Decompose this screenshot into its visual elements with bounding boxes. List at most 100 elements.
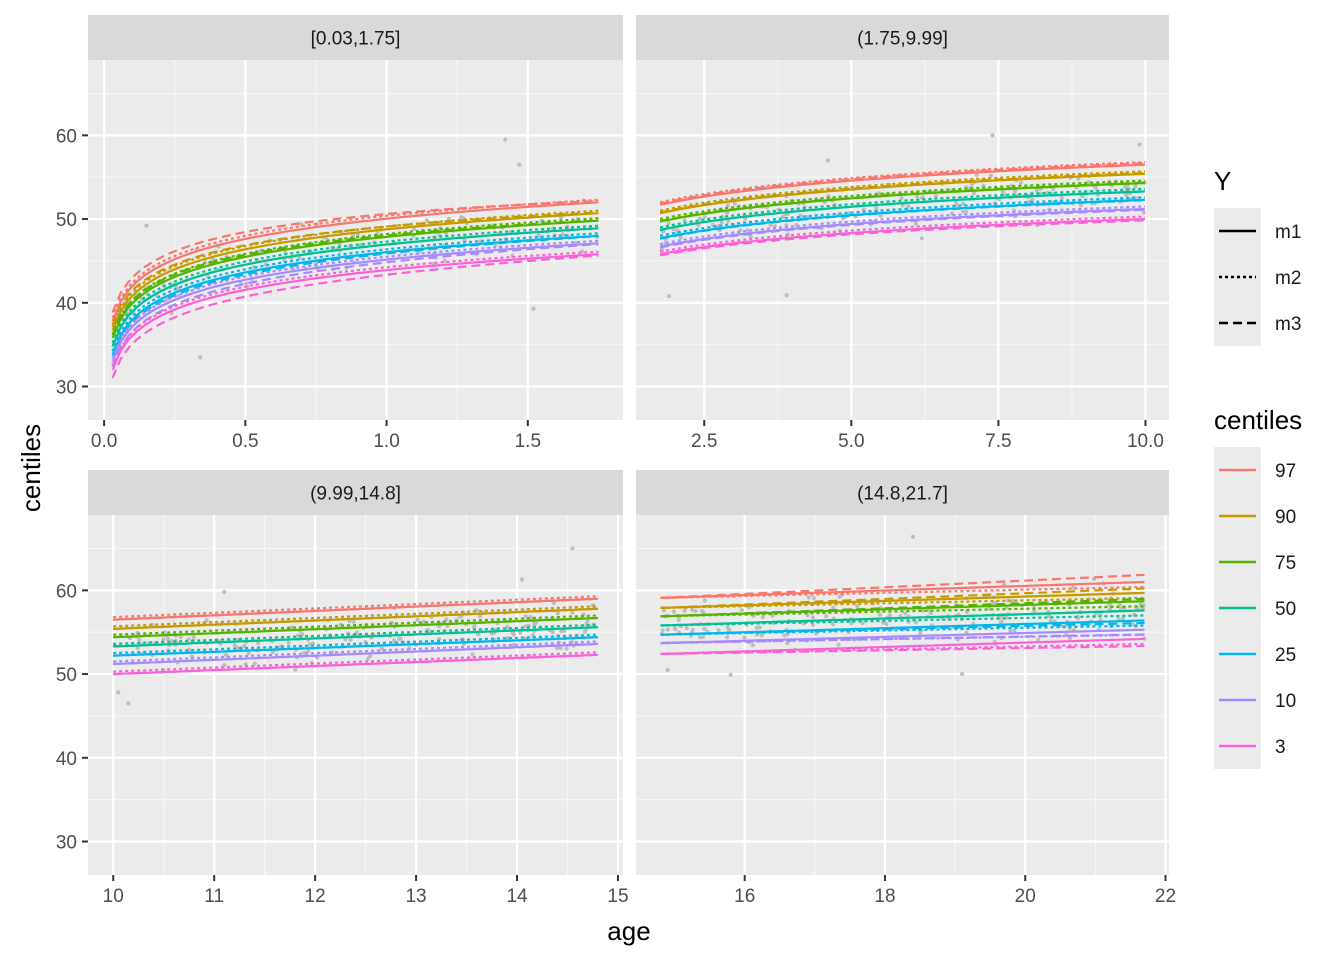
colour-legend-label: 90: [1275, 507, 1296, 528]
data-point: [760, 614, 765, 620]
data-point: [161, 637, 166, 642]
colour-legend-title: centiles: [1214, 405, 1302, 435]
y-tick-label: 50: [56, 210, 77, 231]
data-point: [232, 642, 237, 648]
data-point: [222, 589, 227, 595]
centile-line-3-m2: [113, 651, 598, 673]
centile-line-90-m3: [659, 171, 1145, 214]
colour-legend-label: 97: [1275, 461, 1296, 482]
data-point: [665, 667, 670, 672]
centile-line-3-m3: [111, 254, 599, 379]
centile-line-75-m2: [111, 217, 599, 336]
data-point: [1047, 614, 1052, 619]
x-tick-label: 10: [103, 886, 124, 907]
data-point: [702, 214, 707, 219]
data-point: [961, 209, 966, 214]
data-point: [493, 242, 498, 247]
centile-line-25-m3: [660, 621, 1145, 636]
data-point: [295, 633, 300, 638]
centile-line-90-m1: [111, 212, 599, 331]
x-tick-label: 1.5: [515, 431, 541, 452]
data-point: [137, 637, 142, 642]
data-point: [1008, 628, 1013, 633]
x-tick-label: 12: [305, 886, 326, 907]
data-point: [570, 546, 575, 551]
y-tick-label: 50: [56, 665, 77, 686]
data-point: [1116, 616, 1121, 622]
centile-line-75-m3: [113, 616, 598, 639]
data-point: [300, 632, 305, 637]
data-point: [665, 627, 670, 632]
data-point: [698, 635, 703, 640]
data-point: [126, 701, 131, 706]
data-point: [517, 162, 522, 167]
facet-strip: [636, 15, 1169, 60]
data-point: [920, 608, 925, 613]
data-point: [470, 652, 475, 657]
data-point: [555, 611, 561, 616]
data-point: [391, 638, 396, 643]
facet-strip: [636, 470, 1169, 515]
data-point: [1078, 203, 1083, 208]
data-point: [855, 604, 860, 609]
data-point: [564, 646, 569, 651]
colour-legend-label: 75: [1275, 553, 1296, 574]
data-point: [1036, 637, 1041, 642]
centile-line-10-m3: [659, 208, 1145, 249]
data-point: [550, 630, 555, 635]
data-point: [728, 672, 733, 678]
centile-line-10-m3: [660, 633, 1145, 645]
data-point: [745, 228, 750, 233]
x-tick-label: 20: [1015, 886, 1036, 907]
data-point: [960, 671, 965, 677]
data-point: [759, 633, 764, 638]
data-point: [116, 690, 121, 695]
data-point: [1124, 192, 1129, 197]
data-point: [1141, 210, 1146, 215]
data-point: [999, 619, 1004, 624]
centile-line-10-m1: [111, 242, 599, 362]
data-point: [725, 203, 730, 208]
data-point: [582, 629, 588, 634]
y-tick-label: 30: [56, 378, 77, 399]
data-point: [830, 621, 836, 627]
data-point: [286, 640, 291, 645]
data-point: [365, 656, 370, 661]
data-point: [702, 626, 707, 632]
data-point: [1059, 195, 1064, 200]
data-point: [878, 213, 883, 218]
linetype-legend-label: m3: [1275, 314, 1301, 335]
data-point: [442, 258, 447, 263]
data-point: [1048, 618, 1053, 624]
facet-strip-label: (14.8,21.7]: [857, 484, 948, 505]
data-point: [477, 614, 483, 619]
data-point: [178, 634, 183, 640]
data-point: [1120, 616, 1126, 621]
data-point: [811, 622, 816, 628]
data-point: [702, 598, 707, 603]
x-tick-label: 13: [405, 886, 426, 907]
facet-panels: [0.03,1.75] 30 40 50 60 0.0 0.5 1.0 1.5 (1.75,9.9…: [56, 15, 1176, 907]
facet-panel-4: (14.8,21.7] 16 18 20 22: [636, 470, 1176, 907]
centile-line-90-m2: [660, 596, 1145, 609]
data-point: [1076, 176, 1081, 181]
centile-line-50-m3: [111, 227, 599, 347]
data-point: [724, 635, 730, 640]
panel-background: [88, 515, 623, 875]
facet-strip: [88, 470, 623, 515]
data-point: [235, 645, 240, 651]
centile-line-25-m2: [113, 633, 598, 655]
data-point: [306, 649, 311, 654]
legend: Y centiles m1 m2 m3 97 90 75 50 25 10 3: [1214, 166, 1302, 769]
x-tick-label: 1.0: [373, 431, 399, 452]
data-point: [732, 201, 738, 206]
data-point: [1018, 180, 1024, 186]
centile-line-50-m2: [660, 614, 1145, 627]
x-tick-label: 0.0: [91, 431, 117, 452]
data-point: [739, 608, 744, 613]
x-tick-label: 22: [1155, 886, 1176, 907]
data-point: [887, 613, 893, 618]
data-point: [693, 608, 698, 614]
centile-line-90-m3: [660, 587, 1145, 609]
data-point: [877, 612, 883, 618]
